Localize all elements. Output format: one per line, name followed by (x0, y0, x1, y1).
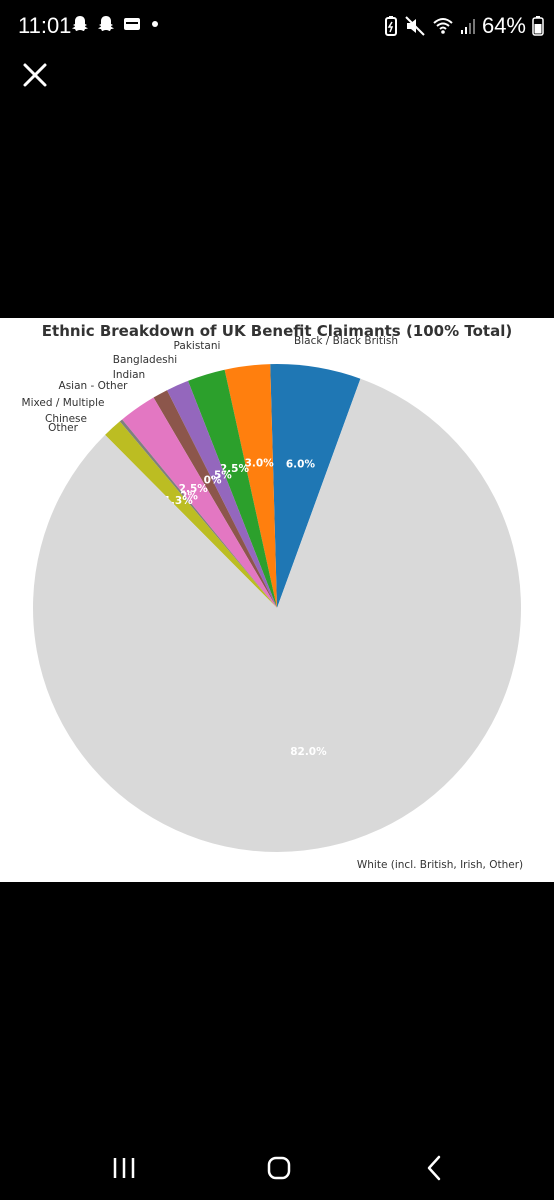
pie-chart: 6.0% Black / Black British 3.0% Pakistani 2.… (22, 335, 524, 871)
battery-percent: 64% (481, 13, 526, 38)
pie-slice (187, 369, 277, 608)
slice-category-label: Pakistani (174, 340, 221, 352)
close-icon (23, 63, 47, 87)
slice-percent-label: 2.5% (220, 463, 250, 475)
wallet-icon (124, 18, 140, 30)
dot-icon (152, 21, 158, 27)
home-icon (267, 1156, 291, 1180)
pie-slice (270, 364, 361, 608)
status-time: 11:01 (18, 13, 72, 38)
pie-slice (166, 380, 277, 608)
system-icons: 64% (384, 13, 544, 39)
wifi-icon (433, 18, 453, 34)
slice-percent-label: 6.0% (286, 458, 316, 470)
pie-slice (153, 390, 277, 608)
snapchat-icon (72, 16, 88, 31)
status-bar: 11:01 (0, 0, 554, 52)
recents-button[interactable] (104, 1152, 144, 1184)
slice-percent-label: 3.0% (245, 458, 275, 470)
pie-slice (33, 378, 522, 852)
slice-category-label: Bangladeshi (113, 354, 177, 366)
navigation-bar (0, 1132, 554, 1200)
chart-image[interactable]: 6.0% Black / Black British 3.0% Pakistani 2.… (0, 318, 554, 882)
slice-category-label: Indian (113, 369, 145, 381)
slice-category-label: Mixed / Multiple (22, 397, 105, 409)
chart-title: Ethnic Breakdown of UK Benefit Claimants… (41, 322, 513, 340)
pie-slice (119, 419, 277, 608)
battery-saver-icon (384, 16, 397, 36)
notification-icons (70, 14, 162, 34)
close-button[interactable] (20, 60, 50, 90)
slice-percent-label: 2.5% (179, 483, 209, 495)
snapchat-icon (98, 16, 114, 31)
recents-icon (113, 1158, 135, 1178)
home-button[interactable] (259, 1152, 299, 1184)
back-button[interactable] (414, 1152, 454, 1184)
battery-icon (532, 16, 544, 36)
slice-category-label: White (incl. British, Irish, Other) (357, 859, 523, 871)
slice-category-label: Black / Black British (294, 335, 398, 347)
slice-percent-label: 82.0% (290, 746, 327, 758)
slice-category-label: Chinese (45, 413, 87, 425)
slice-category-label: Other (48, 422, 78, 434)
slice-category-label: Asian - Other (59, 380, 129, 392)
mute-icon (405, 16, 425, 36)
pie-slice (224, 364, 277, 608)
signal-icon (460, 19, 475, 34)
pie-slice (105, 421, 278, 608)
pie-slice (122, 397, 277, 608)
back-icon (427, 1155, 441, 1181)
